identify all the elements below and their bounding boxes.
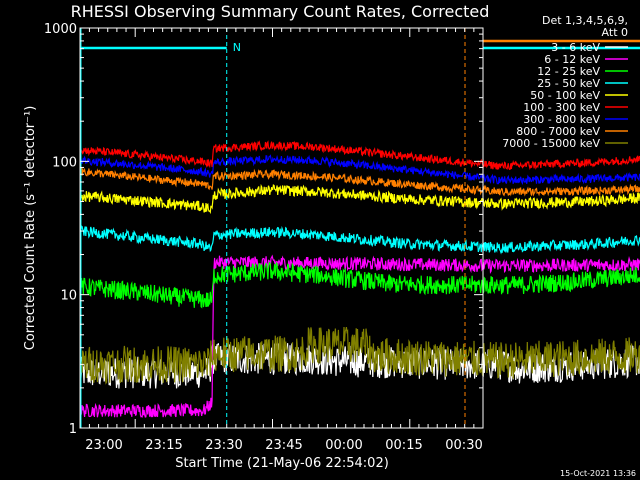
x-tick-label: 23:45: [265, 438, 302, 453]
series-line-100-300-kev: [79, 140, 640, 171]
series-line-800-7000-kev: [80, 167, 640, 197]
chart-title: RHESSI Observing Summary Count Rates, Co…: [71, 2, 490, 21]
annotations: NS: [80, 28, 640, 428]
series-line-7000-15000-kev: [79, 326, 640, 385]
x-tick-label: 00:30: [445, 438, 482, 453]
y-tick-label: 1000: [44, 22, 77, 37]
x-axis-label: Start Time (21-May-06 22:54:02): [175, 456, 389, 471]
legend-label-50-100-kev: 50 - 100 keV: [530, 89, 600, 102]
series-line-12-25-kev: [79, 261, 640, 309]
legend-label-12-25-kev: 12 - 25 keV: [537, 65, 600, 78]
timestamp: 15-Oct-2021 13:36: [560, 469, 636, 478]
x-tick-label: 00:15: [385, 438, 422, 453]
night-label: N: [233, 41, 241, 54]
legend-label-300-800-kev: 300 - 800 keV: [523, 113, 600, 126]
legend-header: Det 1,3,4,5,6,9,: [542, 14, 628, 27]
legend-header: Att 0: [602, 26, 628, 39]
legend-label-3-6-kev: 3 - 6 keV: [551, 41, 600, 54]
y-axis-label: Corrected Count Rate (s⁻¹ detector⁻¹): [23, 106, 38, 351]
x-tick-label: 00:00: [325, 438, 362, 453]
x-axis: 23:00 23:15 23:30 23:45 00:00 00:15 00:30: [85, 28, 483, 453]
legend-label-6-12-kev: 6 - 12 keV: [544, 53, 600, 66]
y-tick-label: 100: [52, 155, 77, 170]
x-tick-label: 23:30: [205, 438, 242, 453]
legend-label-7000-15000-kev: 7000 - 15000 keV: [502, 137, 600, 150]
y-tick-label: 1: [69, 422, 77, 437]
y-tick-label: 10: [60, 289, 77, 304]
x-tick-label: 23:15: [145, 438, 182, 453]
series-group: [79, 140, 640, 418]
x-tick-label: 23:00: [85, 438, 122, 453]
series-line-6-12-kev: [79, 254, 640, 418]
legend-label-100-300-kev: 100 - 300 keV: [523, 101, 600, 114]
legend-label-800-7000-kev: 800 - 7000 keV: [516, 125, 600, 138]
series-line-50-100-kev: [80, 183, 640, 215]
series-line-25-50-kev: [79, 224, 640, 255]
y-axis: 1 10 100 1000: [44, 22, 483, 437]
legend-label-25-50-kev: 25 - 50 keV: [537, 77, 600, 90]
series-line-300-800-kev: [79, 154, 640, 186]
